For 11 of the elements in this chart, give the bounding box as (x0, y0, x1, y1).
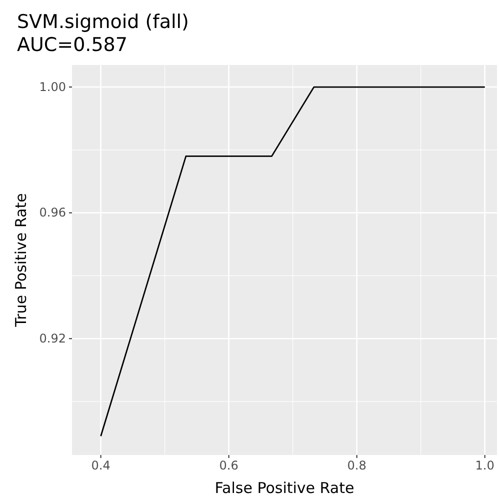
x-tick-label: 0.8 (347, 458, 366, 473)
x-tick-label: 1.0 (475, 458, 494, 473)
x-tick-label: 0.4 (91, 458, 110, 473)
chart-title: SVM.sigmoid (fall) (17, 11, 189, 33)
y-tick-label: 0.96 (39, 206, 66, 220)
y-axis-title: True Positive Rate (12, 193, 30, 328)
y-tick-label: 1.00 (39, 80, 66, 94)
chart-subtitle: AUC=0.587 (17, 34, 128, 56)
y-tick-label: 0.92 (39, 331, 66, 346)
x-axis-title: False Positive Rate (214, 479, 354, 497)
x-tick-label: 0.6 (219, 458, 238, 473)
